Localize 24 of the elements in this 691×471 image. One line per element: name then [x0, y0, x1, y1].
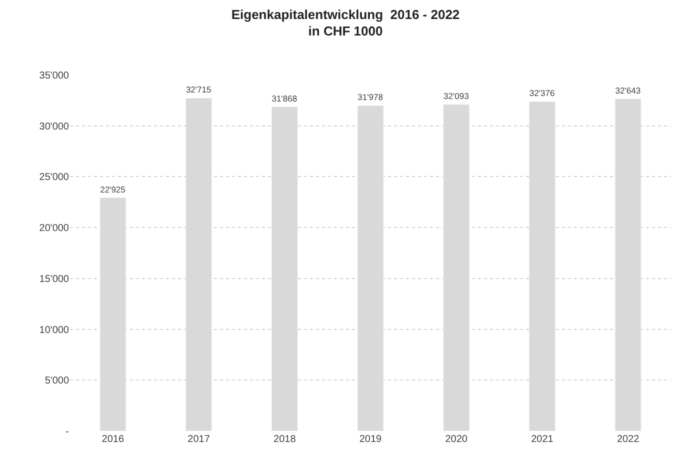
data-label: 32'376 [529, 88, 555, 98]
chart-title: Eigenkapitalentwicklung 2016 - 2022 [231, 6, 460, 22]
y-tick-label: 20'000 [39, 223, 70, 234]
x-tick-label: 2020 [445, 434, 468, 445]
chart-subtitle: in CHF 1000 [308, 24, 383, 39]
data-label: 32'093 [443, 91, 470, 102]
x-tick-label: 2018 [274, 434, 296, 445]
x-tick-label: 2016 [102, 434, 124, 445]
data-label: 22'925 [100, 184, 126, 194]
x-tick-label: 2019 [359, 434, 382, 445]
y-tick-label: 35'000 [39, 70, 70, 82]
x-tick-label: 2017 [188, 434, 210, 445]
data-label: 31'868 [272, 93, 298, 104]
data-label: 32'715 [186, 84, 212, 95]
x-tick-label: 2022 [616, 434, 640, 445]
y-tick-label: 15'000 [39, 274, 70, 285]
data-label: 31'978 [358, 92, 384, 102]
y-tick-label: 5'000 [44, 376, 70, 387]
y-tick-label: 30'000 [39, 121, 70, 132]
data-label: 32'643 [615, 85, 641, 96]
y-tick-label: 25'000 [39, 172, 70, 184]
y-tick-label: - [66, 426, 69, 438]
x-tick-label: 2021 [531, 434, 554, 445]
y-tick-label: 10'000 [39, 324, 70, 336]
